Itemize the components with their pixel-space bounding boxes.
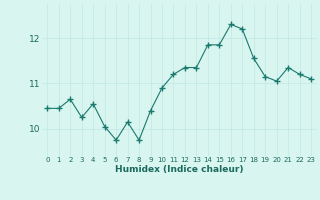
X-axis label: Humidex (Indice chaleur): Humidex (Indice chaleur) bbox=[115, 165, 244, 174]
